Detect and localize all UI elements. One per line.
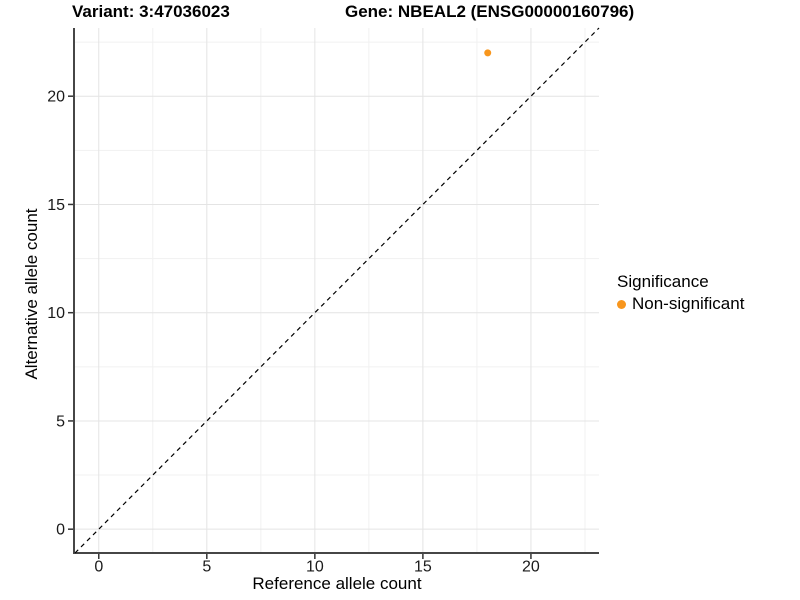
y-tick-label: 0 [56, 522, 65, 539]
data-point [484, 49, 492, 57]
x-tick-label: 5 [202, 559, 211, 576]
x-axis-title: Reference allele count [252, 574, 422, 593]
y-tick-label: 20 [47, 89, 65, 106]
legend-title: Significance [617, 272, 709, 291]
legend-item-label: Non-significant [632, 294, 745, 313]
variant-title: Variant: 3:47036023 [72, 2, 230, 21]
x-tick-label: 15 [414, 559, 432, 576]
identity-line [74, 27, 600, 554]
x-tick-label: 20 [522, 559, 540, 576]
y-axis-title: Alternative allele count [22, 208, 41, 380]
legend-item: Non-significant [617, 294, 744, 314]
legend: Significance Non-significant [617, 272, 744, 314]
gene-title: Gene: NBEAL2 (ENSG00000160796) [345, 2, 635, 21]
y-tick-label: 15 [47, 197, 65, 214]
x-tick-label: 10 [306, 559, 324, 576]
legend-point-icon [617, 299, 626, 309]
x-tick-label: 0 [94, 559, 103, 576]
y-tick-label: 10 [47, 305, 65, 322]
y-tick-label: 5 [56, 413, 65, 430]
